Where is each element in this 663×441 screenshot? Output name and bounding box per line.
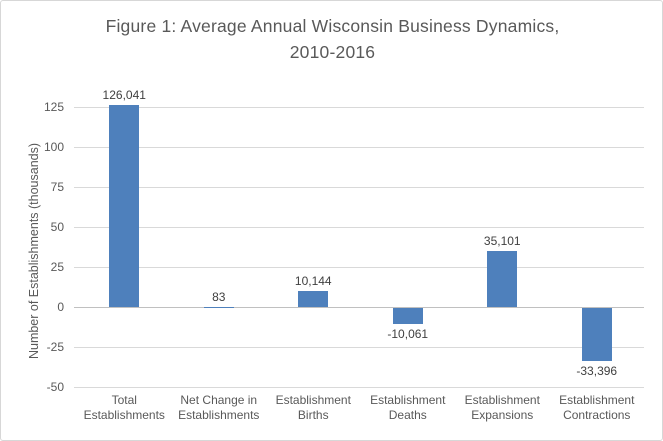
category-label: Total Establishments bbox=[83, 393, 165, 422]
gridline bbox=[74, 187, 644, 188]
y-tick-label: 50 bbox=[50, 220, 64, 234]
gridline bbox=[74, 227, 644, 228]
category-label: Establishment Births bbox=[275, 393, 351, 422]
data-label: 83 bbox=[212, 289, 226, 304]
y-axis-title: Number of Establishments (thousands) bbox=[27, 142, 41, 360]
chart-title-line-1: Figure 1: Average Annual Wisconsin Busin… bbox=[105, 16, 560, 36]
chart-title-line-2: 2010-2016 bbox=[289, 42, 376, 62]
category-label: Establishment Contractions bbox=[559, 393, 635, 422]
data-label: 10,144 bbox=[294, 273, 332, 288]
gridline bbox=[74, 267, 644, 268]
chart-title: Figure 1: Average Annual Wisconsin Busin… bbox=[1, 13, 662, 65]
y-tick-label: 0 bbox=[57, 300, 64, 314]
gridline bbox=[74, 147, 644, 148]
y-tick-label: -50 bbox=[46, 380, 64, 394]
y-tick-label: -25 bbox=[46, 340, 64, 354]
category-label: Establishment Expansions bbox=[464, 393, 540, 422]
y-tick-label: 25 bbox=[50, 260, 64, 274]
category-label: Establishment Deaths bbox=[370, 393, 446, 422]
plot-area bbox=[74, 107, 644, 387]
data-label: 126,041 bbox=[102, 88, 146, 103]
data-label: 35,101 bbox=[483, 233, 521, 248]
gridline bbox=[74, 387, 644, 388]
zero-axis-line bbox=[74, 307, 644, 308]
bar bbox=[298, 290, 329, 307]
bar bbox=[109, 105, 140, 307]
category-label: Net Change in Establishments bbox=[178, 393, 260, 422]
bar bbox=[392, 308, 423, 325]
data-label: -10,061 bbox=[387, 327, 429, 342]
y-tick-label: 125 bbox=[43, 100, 64, 114]
gridline bbox=[74, 107, 644, 108]
bar bbox=[487, 250, 518, 307]
y-tick-label: 100 bbox=[43, 140, 64, 154]
gridline bbox=[74, 347, 644, 348]
bar bbox=[581, 308, 612, 362]
y-tick-label: 75 bbox=[50, 180, 64, 194]
data-label: -33,396 bbox=[576, 364, 618, 379]
